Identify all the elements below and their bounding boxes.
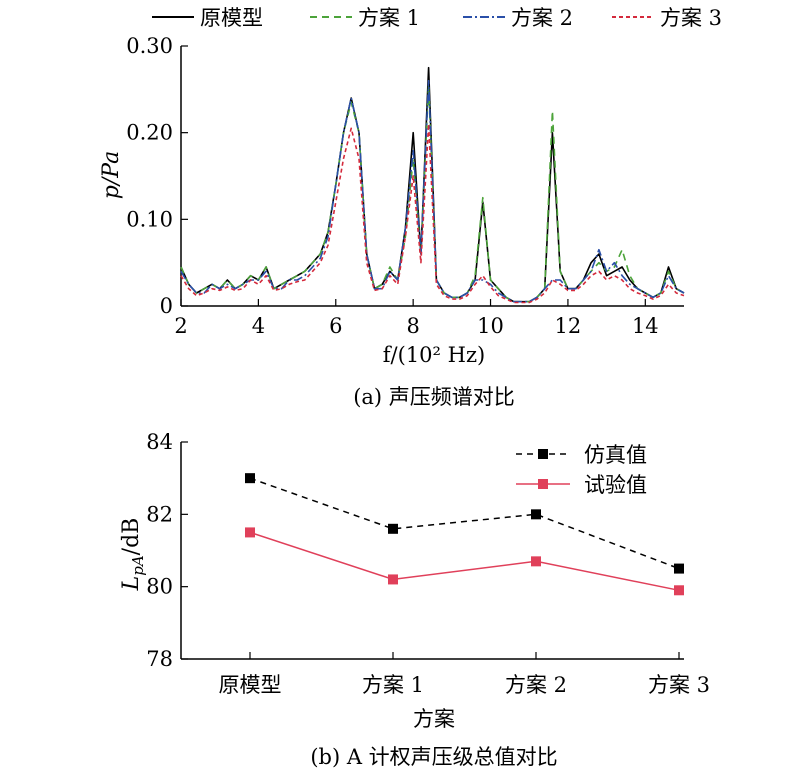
chart-b-data-point xyxy=(245,527,255,538)
chart-b-series-line xyxy=(249,477,680,570)
chart-b-y-tick-label: 82 xyxy=(146,502,173,526)
chart-a-x-tick-label: 14 xyxy=(632,314,659,338)
chart-a-legend-label: 原模型 xyxy=(200,6,263,30)
chart-b-y-tick-label: 78 xyxy=(146,647,173,671)
chart-b-caption: (b) A 计权声压级总值对比 xyxy=(310,745,557,769)
chart-b-xlabel: 方案 xyxy=(413,707,455,731)
chart-a-series xyxy=(180,66,685,304)
chart-a-ylabel: p/Pa xyxy=(99,151,124,199)
chart-b-y-tick-label: 84 xyxy=(146,430,173,454)
chart-a-x-tick-label: 12 xyxy=(555,314,582,338)
chart-b-legend-marker xyxy=(538,479,548,489)
chart-a-x-tick-label: 10 xyxy=(477,314,504,338)
chart-b-axes: 原模型 方案 1 方案 2 方案 3 78 80 82 84 xyxy=(146,430,710,697)
chart-b-series xyxy=(245,473,684,596)
chart-a-x-tick-label: 4 xyxy=(252,314,265,338)
chart-b-data-point xyxy=(388,574,398,585)
chart-b-legend-label: 仿真值 xyxy=(584,443,647,467)
chart-a-legend-label: 方案 3 xyxy=(660,6,722,30)
chart-b-data-point xyxy=(674,563,684,574)
chart-b-ylabel-unit: /dB xyxy=(119,518,144,556)
chart-a-series-line xyxy=(180,123,685,304)
chart-a-x-tick-label: 6 xyxy=(329,314,342,338)
chart-a-x-tick-label: 2 xyxy=(174,314,187,338)
chart-a-series-line xyxy=(180,79,685,303)
chart-a-caption: (a) 声压频谱对比 xyxy=(353,385,515,409)
chart-a-y-tick-label: 0 xyxy=(160,294,173,318)
chart-b-x-tick-label: 方案 2 xyxy=(505,673,567,697)
chart-a-legend-label: 方案 1 xyxy=(358,6,420,30)
chart-a-series-line xyxy=(180,84,685,303)
chart-b-ylabel: LpA/dB xyxy=(119,518,147,592)
chart-a-x-tick-label: 8 xyxy=(406,314,419,338)
chart-b-x-tick-label: 方案 3 xyxy=(648,673,710,697)
chart-a-xlabel: f/(10² Hz) xyxy=(383,343,485,367)
chart-a-axes: 2 4 6 8 10 12 14 0 0.10 0.20 0.30 xyxy=(126,34,684,338)
chart-a-y-tick-label: 0.30 xyxy=(126,34,173,58)
chart-a-legend: 原模型 方案 1 方案 2 方案 3 xyxy=(152,6,722,30)
chart-b-data-point xyxy=(245,473,255,484)
chart-a-y-tick-label: 0.20 xyxy=(126,121,173,145)
chart-b-ylabel-sub: pA xyxy=(129,555,147,576)
chart-a-legend-label: 方案 2 xyxy=(511,6,573,30)
chart-b-data-point xyxy=(674,585,684,596)
chart-b-y-tick-label: 80 xyxy=(146,575,173,599)
chart-a-y-tick-label: 0.10 xyxy=(126,207,173,231)
chart-b-legend-marker xyxy=(538,449,548,459)
chart-b-series-line xyxy=(249,531,680,592)
chart-b-data-point xyxy=(531,556,541,567)
spectrum-chart: 原模型 方案 1 方案 2 方案 3 2 4 6 8 10 12 1400.100.200.30 … xyxy=(99,6,722,409)
chart-b-data-point xyxy=(388,523,398,534)
chart-b-x-tick-label: 方案 1 xyxy=(362,673,424,697)
chart-b-legend-label: 试验值 xyxy=(584,473,647,497)
chart-b-x-tick-label: 原模型 xyxy=(219,673,282,697)
chart-b-data-point xyxy=(531,509,541,520)
chart-b-ylabel-main: L xyxy=(119,576,144,592)
